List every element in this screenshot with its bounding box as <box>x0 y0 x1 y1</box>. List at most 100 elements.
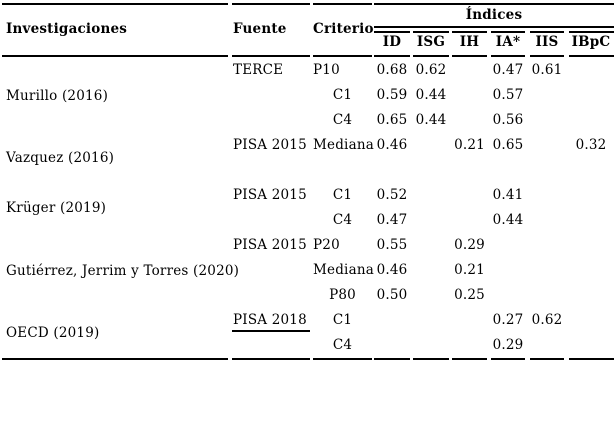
investigacion-oecd: OECD (2019) <box>6 325 100 341</box>
value-cell-id: 0.50 <box>376 287 408 303</box>
value-cell-id <box>373 333 411 358</box>
header-underline-investigaciones <box>2 55 228 57</box>
value-cell-id: 0.52 <box>376 187 408 203</box>
value-cell-ia: 0.29 <box>492 337 524 353</box>
header-investigaciones: Investigaciones <box>6 21 128 37</box>
criterio-cell: C1 <box>332 187 353 203</box>
value-cell-ia: 0.27 <box>492 312 524 328</box>
value-cell-id: 0.55 <box>376 237 408 253</box>
value-cell-iis <box>528 133 566 158</box>
fuente-pisa2015-vazquez: PISA 2015 <box>233 137 307 153</box>
header-underline-ia <box>491 55 525 57</box>
investigacion-gutierrez: Gutiérrez, Jerrim y Torres (2020) <box>6 262 240 279</box>
investigacion-vazquez: Vazquez (2016) <box>6 150 115 166</box>
value-cell-ibpc <box>567 333 615 358</box>
value-cell-ia <box>489 258 527 283</box>
bottom-border-investigaciones <box>2 358 228 360</box>
fuente-terce: TERCE <box>233 62 284 78</box>
value-cell-ia: 0.41 <box>492 187 524 203</box>
value-cell-ibpc <box>567 283 615 308</box>
value-cell-ih: 0.29 <box>454 237 485 253</box>
bottom-border-fuente <box>232 358 310 360</box>
value-cell-ih: 0.25 <box>454 287 485 303</box>
value-cell-isg: 0.62 <box>415 62 447 78</box>
criterio-cell: P10 <box>313 62 340 78</box>
criterio-cell: C1 <box>332 87 353 103</box>
value-cell-iis <box>528 183 566 208</box>
criterio-cell: C4 <box>332 112 353 128</box>
criterio-cell: Mediana <box>313 137 374 153</box>
value-cell-isg: 0.44 <box>415 87 447 103</box>
top-border-investigaciones <box>2 3 228 5</box>
value-cell-id: 0.46 <box>376 137 408 153</box>
value-cell-ih <box>450 333 489 358</box>
criterio-cell: C4 <box>332 212 353 228</box>
value-cell-ibpc <box>567 233 615 258</box>
value-cell-iis <box>528 283 566 308</box>
value-cell-isg <box>412 258 450 283</box>
header-underline-fuente <box>232 55 310 57</box>
subheader-ia: IA* <box>495 34 521 50</box>
header-underline-ih <box>452 55 487 57</box>
subcol-overline-ia <box>491 31 525 33</box>
subheader-ibpc: IBpC <box>571 34 611 50</box>
header-criterio: Criterio <box>313 21 374 37</box>
value-cell-ih <box>450 108 489 133</box>
bottom-border-ih <box>452 358 487 360</box>
value-cell-iis <box>528 83 566 108</box>
value-cell-isg <box>412 283 450 308</box>
top-border-criterio <box>313 3 372 5</box>
top-border-fuente <box>232 3 310 5</box>
value-cell-ih <box>450 208 489 233</box>
bottom-border-ia <box>491 358 525 360</box>
value-cell-ibpc <box>567 83 615 108</box>
value-cell-ia: 0.65 <box>492 137 524 153</box>
header-underline-isg <box>413 55 449 57</box>
value-cell-ih <box>450 58 489 83</box>
value-cell-ibpc <box>567 208 615 233</box>
header-underline-id <box>374 55 410 57</box>
subheader-iis: IIS <box>535 34 559 50</box>
pisa-2018-underline <box>232 330 310 332</box>
value-cell-ia: 0.57 <box>492 87 524 103</box>
criterio-cell: P80 <box>329 287 356 303</box>
value-cell-ia: 0.47 <box>492 62 524 78</box>
value-cell-isg <box>412 208 450 233</box>
value-cell-id: 0.59 <box>376 87 408 103</box>
investigacion-kruger: Krüger (2019) <box>6 200 107 216</box>
header-underline-criterio <box>313 55 372 57</box>
subheader-id: ID <box>382 34 402 50</box>
value-cell-isg <box>412 333 450 358</box>
subcol-overline-ih <box>452 31 487 33</box>
value-cell-iis <box>528 258 566 283</box>
value-cell-iis <box>528 233 566 258</box>
value-cell-id: 0.65 <box>376 112 408 128</box>
value-cell-iis <box>528 333 566 358</box>
bottom-border-criterio <box>313 358 372 360</box>
value-cell-ibpc <box>567 58 615 83</box>
header-indices-group: Índices <box>465 7 523 23</box>
criterio-cell: C1 <box>332 312 353 328</box>
indices-underline <box>374 26 614 28</box>
value-cell-iis <box>528 108 566 133</box>
header-underline-ibpc <box>569 55 614 57</box>
value-cell-id <box>373 308 411 333</box>
value-cell-ibpc <box>567 108 615 133</box>
value-cell-isg <box>412 233 450 258</box>
value-cell-ih <box>450 83 489 108</box>
value-cell-ia: 0.44 <box>492 212 524 228</box>
fuente-pisa2015-gutierrez: PISA 2015 <box>233 237 307 253</box>
subcol-overline-ibpc <box>569 31 614 33</box>
value-cell-ibpc: 0.32 <box>575 137 607 153</box>
value-cell-id: 0.68 <box>376 62 408 78</box>
header-fuente: Fuente <box>233 21 287 37</box>
value-cell-ih: 0.21 <box>454 262 485 278</box>
value-cell-iis: 0.61 <box>531 62 563 78</box>
subheader-ih: IH <box>459 34 480 50</box>
subcol-overline-isg <box>413 31 449 33</box>
subheader-isg: ISG <box>416 34 446 50</box>
subcol-overline-id <box>374 31 410 33</box>
header-underline-iis <box>530 55 564 57</box>
value-cell-id: 0.47 <box>376 212 408 228</box>
